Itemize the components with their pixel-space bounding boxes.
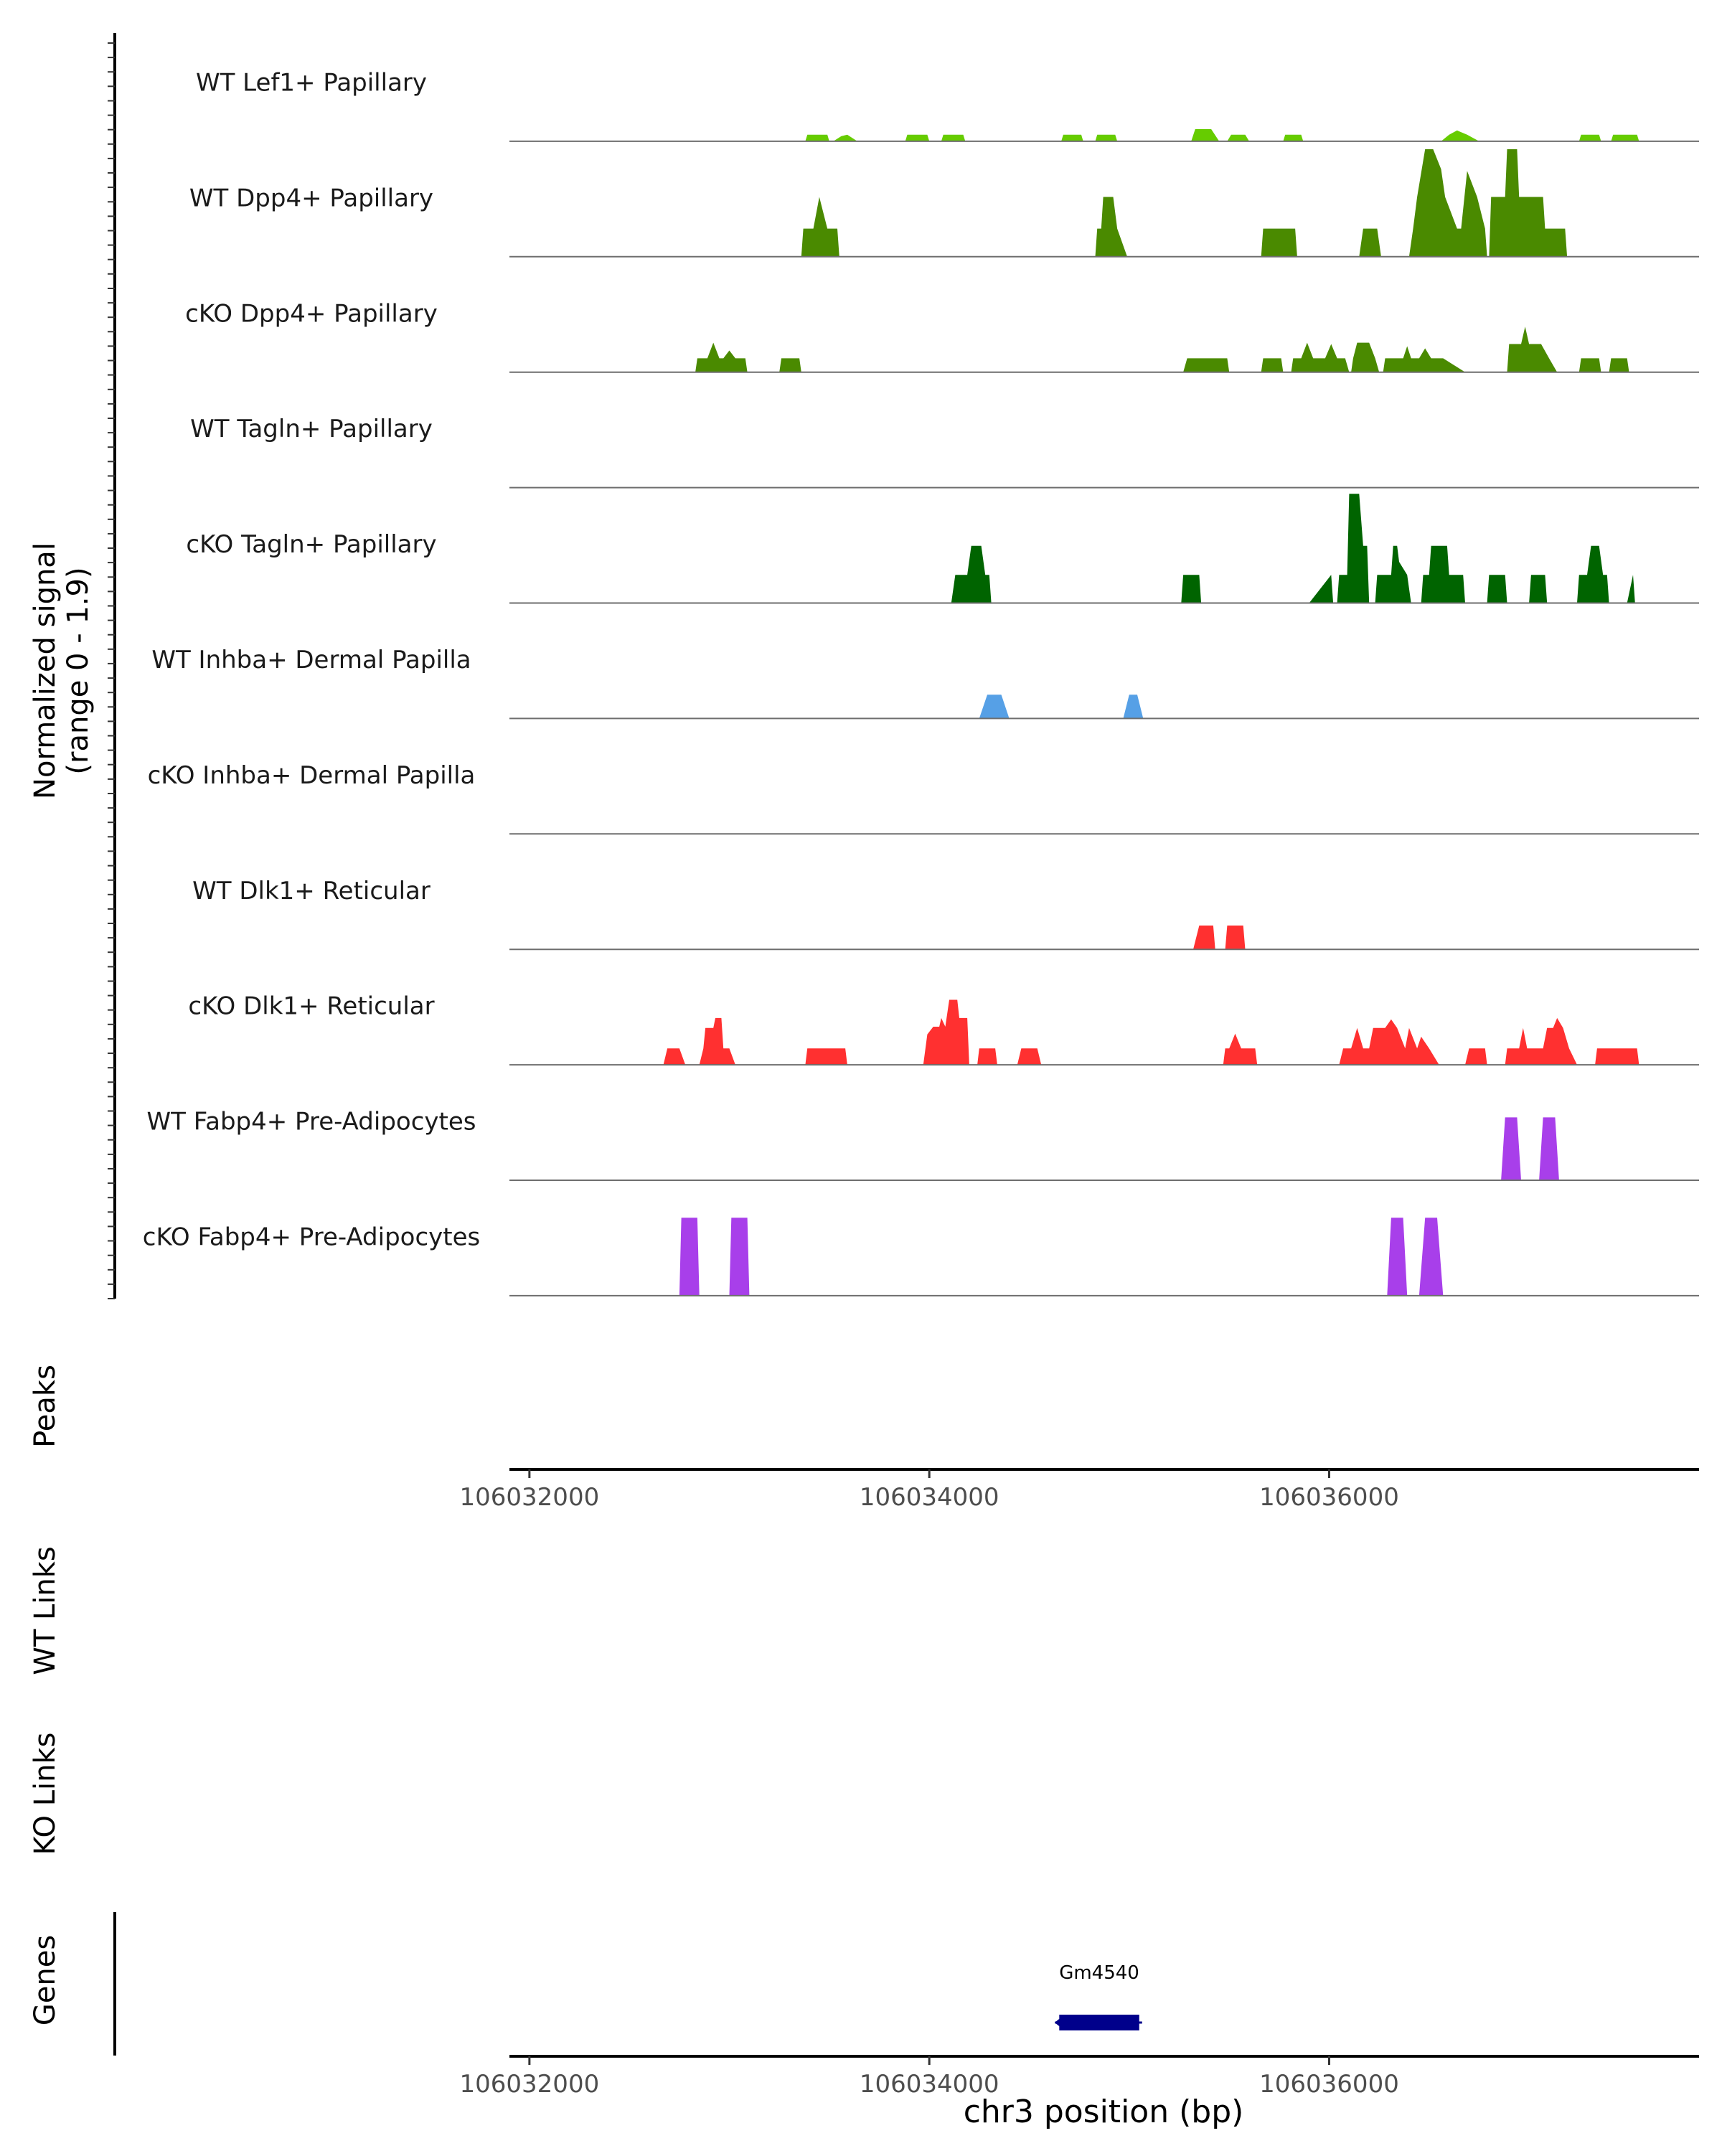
track-signal-area xyxy=(695,326,1629,372)
track-signal-area xyxy=(951,494,1635,603)
gene-name-label: Gm4540 xyxy=(1059,1962,1139,1984)
track-signal-area xyxy=(663,999,1639,1065)
track-label: WT Dlk1+ Reticular xyxy=(192,877,430,905)
track-signal-area xyxy=(679,1218,1444,1296)
track-7: cKO Inhba+ Dermal Papilla xyxy=(148,761,1699,835)
ko-links-track-label: KO Links xyxy=(29,1733,62,1855)
track-signal-area xyxy=(801,149,1568,257)
track-9: cKO Dlk1+ Reticular xyxy=(188,992,1699,1066)
track-signal-area xyxy=(1501,1117,1559,1180)
peaks-track-label: Peaks xyxy=(29,1365,62,1448)
track-label: cKO Tagln+ Papillary xyxy=(186,530,436,559)
track-1: WT Lef1+ Papillary xyxy=(196,68,1699,142)
x-tick-label: 106034000 xyxy=(860,2070,999,2099)
wt-links-track-label: WT Links xyxy=(29,1546,62,1675)
gene-track: Gm4540 xyxy=(1054,1962,1142,2030)
genes-track-label: Genes xyxy=(29,1935,62,2025)
track-label: WT Inhba+ Dermal Papilla xyxy=(151,646,471,674)
track-label: WT Lef1+ Papillary xyxy=(196,68,427,97)
gene-strand-arrow xyxy=(1054,2015,1065,2030)
x-tick-label: 106032000 xyxy=(460,2070,600,2099)
x-axis-title: chr3 position (bp) xyxy=(964,2094,1244,2130)
track-label: cKO Fabp4+ Pre-Adipocytes xyxy=(143,1223,481,1251)
track-11: cKO Fabp4+ Pre-Adipocytes xyxy=(143,1218,1699,1296)
track-6: WT Inhba+ Dermal Papilla xyxy=(151,646,1699,720)
x-axis-top: 106032000 106034000 106036000 xyxy=(460,1468,1699,1512)
x-tick-label: 106034000 xyxy=(860,1483,999,1512)
signal-axis-label-line1: Normalized signal xyxy=(29,542,62,799)
gene-model: Gm4540 xyxy=(1054,1962,1142,2030)
track-3: cKO Dpp4+ Papillary xyxy=(185,299,1699,373)
track-label: cKO Dpp4+ Papillary xyxy=(185,299,438,328)
track-label: cKO Inhba+ Dermal Papilla xyxy=(148,761,476,790)
track-signal-area xyxy=(805,129,1639,141)
x-tick-label: 106032000 xyxy=(460,1483,600,1512)
x-tick-label: 106036000 xyxy=(1259,1483,1399,1512)
signal-axis xyxy=(108,33,116,1299)
track-label: WT Tagln+ Papillary xyxy=(190,415,433,443)
track-8: WT Dlk1+ Reticular xyxy=(192,877,1699,951)
track-label: WT Dpp4+ Papillary xyxy=(189,184,433,212)
track-5: cKO Tagln+ Papillary xyxy=(186,494,1699,604)
track-signal-area xyxy=(979,695,1144,719)
signal-axis-label-line2: (range 0 - 1.9) xyxy=(62,567,95,774)
track-label: cKO Dlk1+ Reticular xyxy=(188,992,434,1021)
coverage-tracks: WT Lef1+ Papillary WT Dpp4+ Papillary cKO … xyxy=(143,68,1699,1296)
track-2: WT Dpp4+ Papillary xyxy=(189,149,1699,258)
track-10: WT Fabp4+ Pre-Adipocytes xyxy=(147,1108,1699,1181)
track-4: WT Tagln+ Papillary xyxy=(190,415,1699,489)
track-signal-area xyxy=(1193,926,1246,950)
track-label: WT Fabp4+ Pre-Adipocytes xyxy=(147,1108,476,1136)
x-tick-label: 106036000 xyxy=(1259,2070,1399,2099)
x-axis-bottom: 106032000 106034000 106036000 xyxy=(460,2055,1699,2099)
